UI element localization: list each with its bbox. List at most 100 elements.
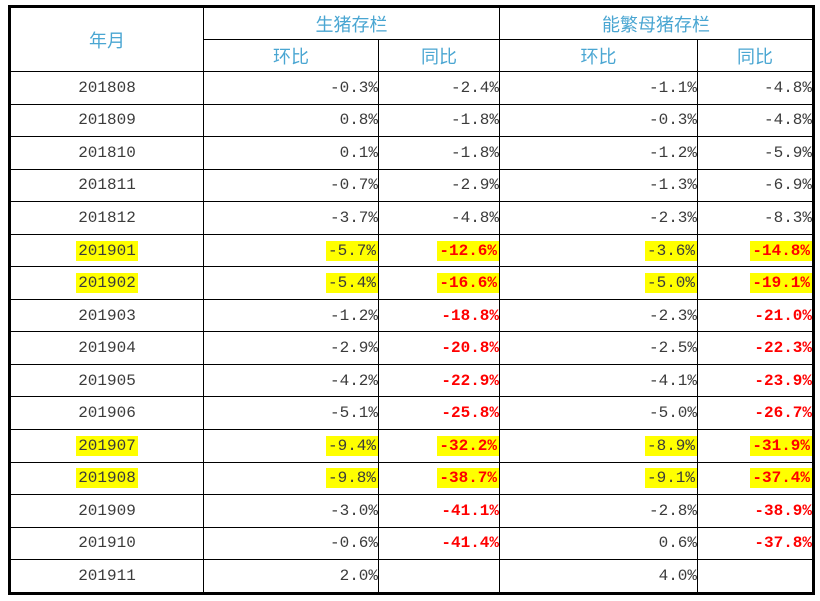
cell-pig-yoy: -25.8% [378,396,500,431]
highlighted-value: -37.4% [750,468,812,489]
cell-pig-mom: -1.2% [203,298,379,333]
highlighted-value: -9.1% [644,468,697,489]
cell-sow-yoy: -26.7% [697,396,814,431]
value: -1.2% [329,306,378,325]
cell-sow-yoy: -21.0% [697,298,814,333]
cell-month: 201904 [9,331,204,365]
cell-pig-mom: -0.3% [203,71,379,105]
cell-month: 201906 [9,396,204,431]
value: -5.1% [329,404,378,423]
value: 0.6% [658,534,697,553]
value: -0.3% [648,111,697,130]
value: -5.9% [763,143,812,162]
cell-pig-mom: 0.8% [203,103,379,138]
cell-pig-mom: -2.9% [203,331,379,365]
cell-sow-mom: -4.1% [499,363,698,398]
value: -38.9% [754,501,812,520]
value: -22.3% [754,339,812,358]
cell-pig-yoy: -38.7% [378,461,500,496]
cell-sow-yoy: -37.8% [697,526,814,561]
header-group-pig-inventory: 生猪存栏 [203,6,500,40]
value: -4.8% [763,111,812,130]
highlighted-value: -9.8% [325,468,378,489]
cell-sow-yoy: -6.9% [697,168,814,203]
cell-pig-mom: -0.6% [203,526,379,561]
table-row: 201810 0.1% -1.8% -1.2% -5.9% [9,136,814,170]
cell-pig-mom: -5.1% [203,396,379,431]
value: 201812 [78,208,136,227]
cell-month: 201812 [9,201,204,235]
cell-sow-yoy: -37.4% [697,461,814,496]
cell-sow-yoy: -4.8% [697,103,814,138]
cell-month: 201811 [9,168,204,203]
cell-sow-mom: -5.0% [499,396,698,431]
value: -2.3% [648,306,697,325]
value: 201906 [78,404,136,423]
value: -3.0% [329,501,378,520]
cell-pig-mom: 0.1% [203,136,379,170]
table-row: 201812 -3.7% -4.8% -2.3% -8.3% [9,201,814,235]
cell-sow-yoy: -23.9% [697,363,814,398]
value: -21.0% [754,306,812,325]
table-row: 201907 -9.4% -32.2% -8.9% -31.9% [9,429,814,463]
value: -1.1% [648,78,697,97]
cell-pig-mom: -4.2% [203,363,379,398]
cell-sow-mom: -8.9% [499,429,698,463]
table-row: 201906 -5.1% -25.8% -5.0% -26.7% [9,396,814,431]
value: -2.3% [648,208,697,227]
cell-sow-mom: 0.6% [499,526,698,561]
value: -2.8% [648,501,697,520]
cell-sow-mom: -2.3% [499,201,698,235]
cell-pig-yoy: -1.8% [378,103,500,138]
table-row: 201902 -5.4% -16.6% -5.0% -19.1% [9,266,814,300]
cell-sow-mom: 4.0% [499,559,698,594]
cell-pig-yoy: -4.8% [378,201,500,235]
cell-pig-yoy: -22.9% [378,363,500,398]
value: 201905 [78,371,136,390]
cell-sow-mom: -1.3% [499,168,698,203]
value: -4.8% [763,78,812,97]
cell-pig-yoy: -16.6% [378,266,500,300]
cell-sow-mom: -3.6% [499,233,698,268]
cell-pig-yoy: -2.4% [378,71,500,105]
value: 201910 [78,534,136,553]
cell-month: 201907 [9,429,204,463]
cell-pig-yoy: -32.2% [378,429,500,463]
cell-sow-mom: -5.0% [499,266,698,300]
value: -0.6% [329,534,378,553]
table-row: 201901 -5.7% -12.6% -3.6% -14.8% [9,233,814,268]
cell-pig-mom: -9.8% [203,461,379,496]
cell-pig-mom: 2.0% [203,559,379,594]
value: 4.0% [658,567,697,586]
value: 2.0% [339,567,378,586]
cell-pig-mom: -3.7% [203,201,379,235]
cell-sow-yoy: -8.3% [697,201,814,235]
cell-month: 201909 [9,494,204,528]
highlighted-value: -3.6% [644,240,697,261]
value: -2.9% [450,176,499,195]
cell-pig-yoy: -41.1% [378,494,500,528]
highlighted-value: -5.7% [325,240,378,261]
highlighted-value: -31.9% [750,435,812,456]
table-row: 201905 -4.2% -22.9% -4.1% -23.9% [9,363,814,398]
cell-sow-mom: -2.3% [499,298,698,333]
value: -3.7% [329,208,378,227]
highlighted-value: -8.9% [644,435,697,456]
table-row: 201903 -1.2% -18.8% -2.3% -21.0% [9,298,814,333]
value: -4.2% [329,371,378,390]
highlighted-value: 201908 [76,468,138,489]
value: 201811 [78,176,136,195]
value: -18.8% [441,306,499,325]
value: -0.3% [329,78,378,97]
cell-month: 201808 [9,71,204,105]
pig-inventory-table: 年月 生猪存栏 能繁母猪存栏 环比 同比 环比 同比 201808 -0.3% -2… [8,5,815,595]
value: -6.9% [763,176,812,195]
pig-inventory-table-container: 年月 生猪存栏 能繁母猪存栏 环比 同比 环比 同比 201808 -0.3% -2… [8,5,815,595]
cell-pig-mom: -3.0% [203,494,379,528]
highlighted-value: -12.6% [437,240,499,261]
header-row-subcolumns: 环比 同比 环比 同比 [10,39,814,72]
header-pig-yoy: 同比 [378,39,500,72]
cell-month: 201911 [9,559,204,594]
cell-month: 201902 [9,266,204,300]
value: -20.8% [441,339,499,358]
